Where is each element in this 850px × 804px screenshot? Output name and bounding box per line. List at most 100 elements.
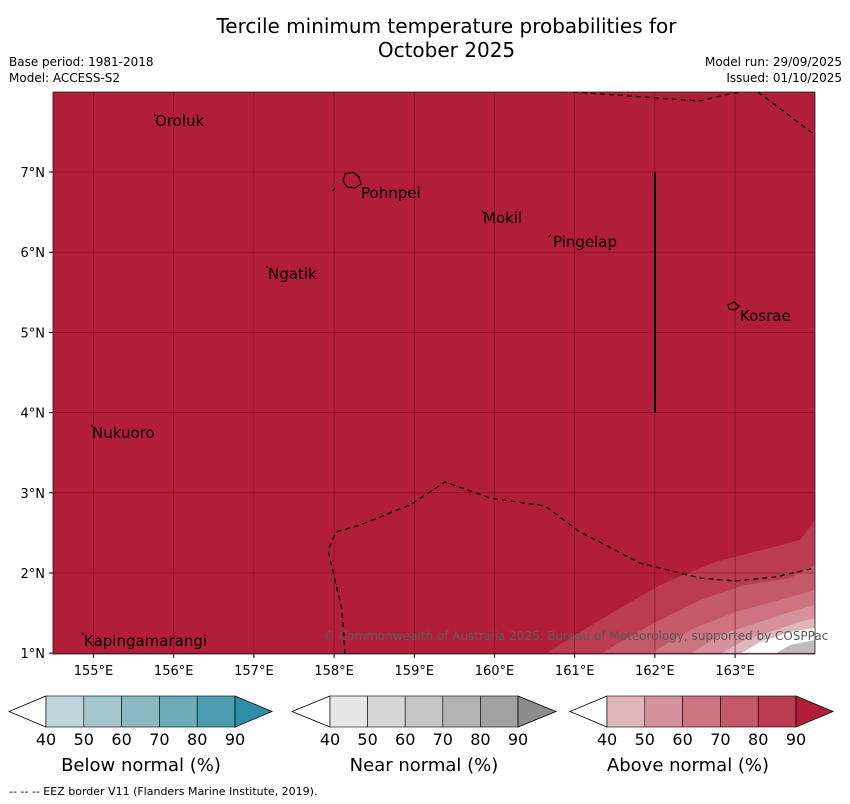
place-labels: Oroluk Pohnpei Mokil Pingelap Ngatik Kos…: [84, 112, 791, 650]
colorbar-segment: [720, 695, 759, 728]
colorbar-segment: [644, 695, 683, 728]
colorbar-tick-label: 80: [470, 730, 490, 749]
x-tick-label: 155°E: [74, 664, 114, 679]
shade-near-grey: [775, 640, 815, 654]
colorbar-min-arrow: [7, 695, 47, 728]
colorbar-segment: [83, 695, 122, 728]
colorbar-tick-label: 40: [320, 730, 340, 749]
map-frame: [52, 91, 816, 655]
axis-ticks: 155°E 156°E 157°E 158°E 159°E 160°E 161°E 162°E…: [21, 166, 755, 679]
nukuoro-atoll-shape: [90, 424, 94, 428]
colorbar-segment: [480, 695, 519, 728]
place-label: Kosrae: [740, 307, 791, 325]
model-name: Model: ACCESS-S2: [9, 71, 121, 85]
colorbar-tick-label: 90: [225, 730, 245, 749]
colorbar-tick-label: 50: [635, 730, 655, 749]
model-run: Model run: 29/09/2025: [704, 55, 842, 69]
x-tick-label: 156°E: [154, 664, 194, 679]
colorbar-min-arrow: [568, 695, 608, 728]
eez-borders: [327, 92, 815, 654]
legend: 40 50 60 70 80 90 40 50 60 70 80 90 40 50 60 70 80 90: [7, 695, 835, 749]
colorbar-tick-label: 70: [149, 730, 169, 749]
colorbar-below: 40 50 60 70 80 90: [7, 695, 274, 749]
place-label: Oroluk: [155, 112, 204, 130]
colorbar-max-arrow: [234, 695, 274, 728]
y-tick-label: 1°N: [21, 647, 46, 662]
colorbar-tick-label: 70: [710, 730, 730, 749]
eez-footnote: -- -- -- EEZ border V11 (Flanders Marine…: [9, 785, 318, 798]
meta-right: Model run: 29/09/2025 Issued: 01/10/2025: [705, 54, 842, 86]
y-tick-label: 3°N: [21, 487, 46, 502]
graticule: [53, 92, 815, 654]
title-line-2: October 2025: [377, 38, 516, 62]
place-label: Mokil: [483, 209, 522, 227]
colorbar-max-arrow: [517, 695, 558, 728]
colorbar-segment: [404, 695, 444, 728]
mokil-atoll-shape: [481, 210, 485, 214]
colorbar-tick-label: 80: [187, 730, 207, 749]
pohnpei-island-shape: [342, 171, 362, 189]
oroluk-atoll-shape: [153, 113, 157, 117]
kapinga-atoll-shape: [81, 632, 85, 636]
copyright-notice: © Commonwealth of Australia 2025, Bureau…: [323, 629, 828, 643]
map-background: [53, 92, 815, 654]
colorbar-segment: [329, 695, 368, 728]
x-tick-label: 157°E: [234, 664, 274, 679]
islands: [81, 113, 740, 636]
x-tick-label: 158°E: [314, 664, 354, 679]
colorbar-above: 40 50 60 70 80 90: [568, 695, 835, 749]
colorbar-tick-label: 40: [597, 730, 617, 749]
colorbar-tick-label: 60: [395, 730, 415, 749]
colorbar-segment: [121, 695, 160, 728]
pingelap-atoll-shape: [548, 233, 552, 238]
meta-left: Base period: 1981-2018 Model: ACCESS-S2: [9, 54, 154, 86]
chart-title: Tercile minimum temperature probabilitie…: [0, 14, 850, 62]
y-tick-label: 5°N: [21, 326, 46, 341]
title-line-1: Tercile minimum temperature probabilitie…: [216, 14, 677, 38]
y-tick-label: 4°N: [21, 407, 46, 422]
colorbar-tick-label: 40: [36, 730, 56, 749]
y-tick-label: 7°N: [21, 166, 46, 181]
x-tick-label: 163°E: [715, 664, 755, 679]
colorbar-segment: [196, 695, 236, 728]
colorbar-segment: [367, 695, 406, 728]
place-label: Kapingamarangi: [84, 632, 207, 650]
place-label: Ngatik: [268, 265, 317, 283]
legend-label-below: Below normal (%): [61, 755, 221, 776]
place-label: Pingelap: [553, 233, 617, 251]
colorbar-tick-label: 90: [508, 730, 528, 749]
base-period: Base period: 1981-2018: [9, 55, 154, 69]
colorbar-near: 40 50 60 70 80 90: [290, 695, 558, 749]
kosrae-island-shape: [727, 301, 740, 311]
x-tick-label: 161°E: [555, 664, 595, 679]
x-tick-label: 162°E: [635, 664, 675, 679]
colorbar-tick-label: 60: [672, 730, 692, 749]
ant-atoll-shape: [332, 187, 336, 192]
colorbar-tick-label: 60: [111, 730, 131, 749]
colorbar-segment: [682, 695, 721, 728]
colorbar-segment: [606, 695, 646, 728]
place-label: Nukuoro: [92, 424, 155, 442]
y-tick-label: 2°N: [21, 567, 46, 582]
colorbar-min-arrow: [290, 695, 331, 728]
y-tick-label: 6°N: [21, 246, 46, 261]
ngatik-atoll-shape: [265, 265, 269, 269]
colorbar-segment: [159, 695, 198, 728]
probability-shading: [545, 520, 815, 654]
colorbar-segment: [757, 695, 797, 728]
colorbar-max-arrow: [795, 695, 835, 728]
colorbar-tick-label: 70: [433, 730, 453, 749]
colorbar-segment: [45, 695, 85, 728]
legend-label-near: Near normal (%): [349, 755, 499, 776]
colorbar-tick-label: 50: [74, 730, 94, 749]
x-tick-label: 159°E: [395, 664, 435, 679]
legend-label-above: Above normal (%): [606, 755, 770, 776]
colorbar-tick-label: 90: [786, 730, 806, 749]
eez-border-south: [327, 481, 815, 654]
colorbar-segment: [442, 695, 481, 728]
eez-border-north: [572, 92, 815, 136]
issued-date: Issued: 01/10/2025: [726, 71, 842, 85]
colorbar-tick-label: 50: [357, 730, 377, 749]
colorbar-tick-label: 80: [748, 730, 768, 749]
